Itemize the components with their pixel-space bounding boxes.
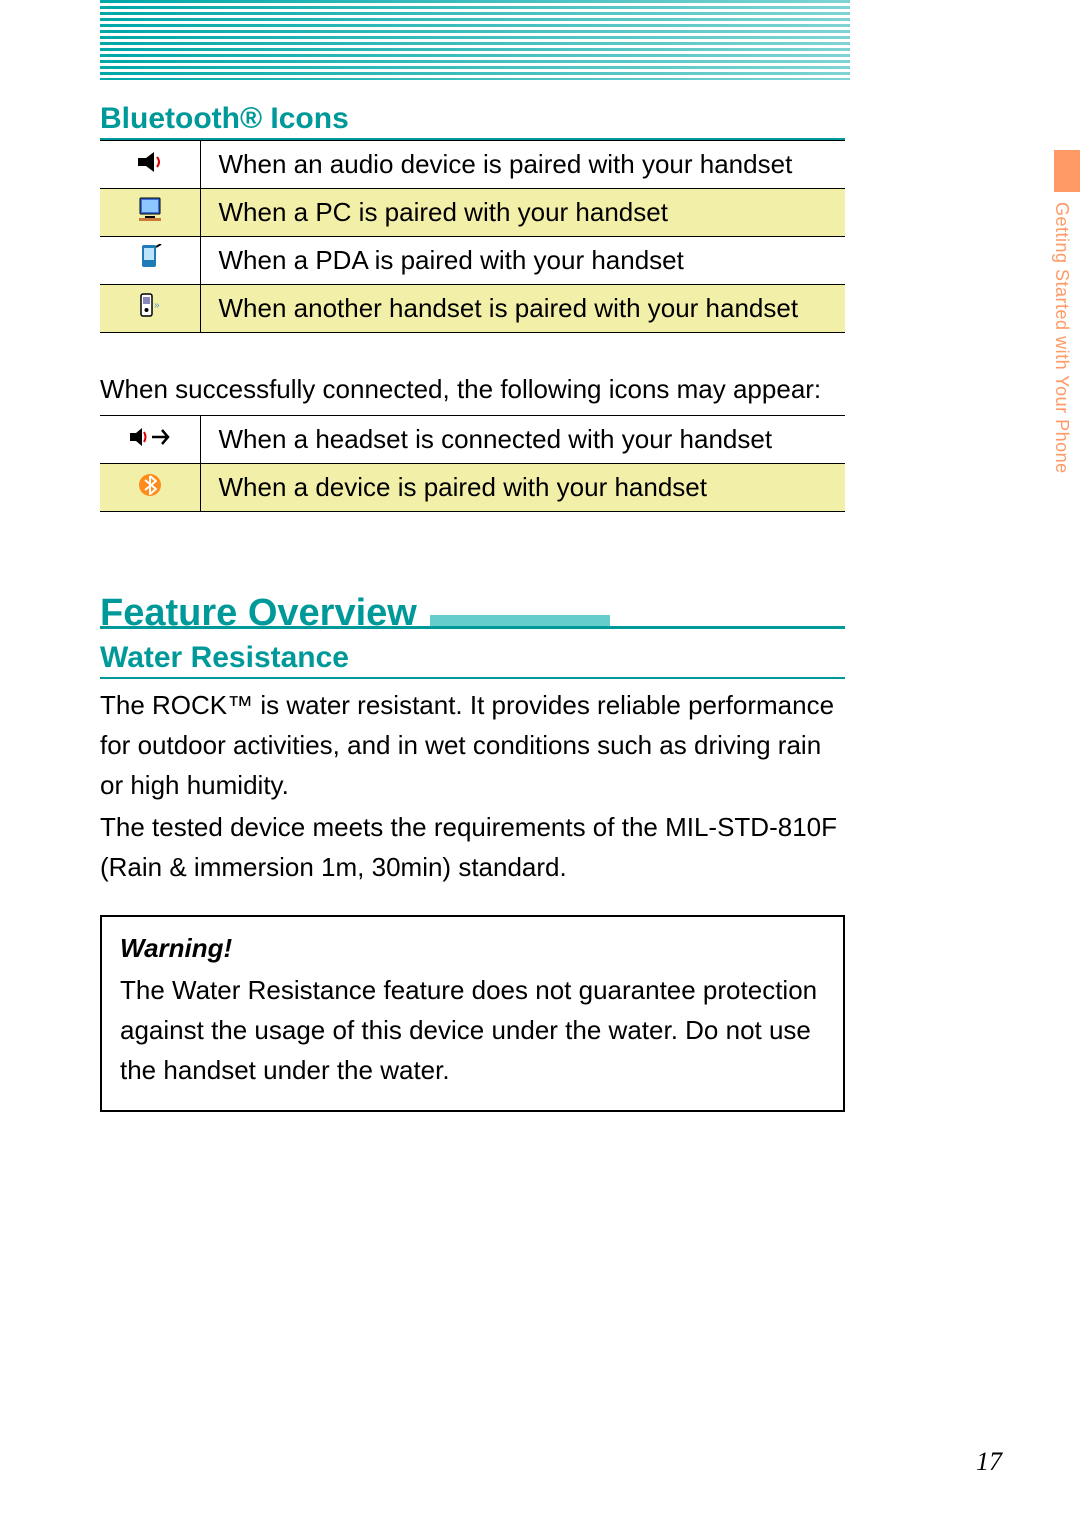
icon-cell: [100, 416, 200, 464]
water-resistance-para2: The tested device meets the requirements…: [100, 807, 845, 887]
icon-desc: When a PDA is paired with your handset: [200, 237, 845, 285]
warning-box: Warning! The Water Resistance feature do…: [100, 915, 845, 1112]
feature-overview-heading-wrap: Feature Overview: [100, 552, 845, 635]
bluetooth-device-icon: [138, 473, 162, 504]
feature-overview-heading: Feature Overview: [100, 592, 417, 635]
bluetooth-connected-table: When a headset is connected with your ha…: [100, 415, 845, 512]
water-resistance-para1: The ROCK™ is water resistant. It provide…: [100, 685, 845, 805]
icon-cell: »: [100, 285, 200, 333]
headset-connected-icon: [128, 425, 172, 456]
header-stripes: [100, 0, 850, 80]
icon-cell: [100, 237, 200, 285]
side-tab: Getting Started with Your Phone: [1045, 150, 1080, 550]
icon-desc: When a device is paired with your handse…: [200, 464, 845, 512]
pda-icon: [138, 244, 162, 277]
audio-device-icon: [136, 150, 164, 181]
page-number: 17: [976, 1447, 1002, 1477]
pc-icon: [137, 196, 163, 229]
svg-text:»: »: [154, 300, 160, 311]
connected-intro: When successfully connected, the followi…: [100, 369, 845, 409]
icon-desc: When another handset is paired with your…: [200, 285, 845, 333]
icon-desc: When a PC is paired with your handset: [200, 189, 845, 237]
water-resistance-heading: Water Resistance: [100, 641, 845, 679]
table-row: When a headset is connected with your ha…: [100, 416, 845, 464]
bluetooth-paired-table: When an audio device is paired with your…: [100, 140, 845, 333]
icon-desc: When a headset is connected with your ha…: [200, 416, 845, 464]
handset-icon: »: [137, 292, 163, 325]
side-tab-block: [1054, 150, 1080, 192]
side-tab-label: Getting Started with Your Phone: [1051, 202, 1072, 474]
table-row: When a PDA is paired with your handset: [100, 237, 845, 285]
table-row: When a device is paired with your handse…: [100, 464, 845, 512]
icon-cell: [100, 464, 200, 512]
icon-cell: [100, 141, 200, 189]
table-row: When an audio device is paired with your…: [100, 141, 845, 189]
table-row: » When another handset is paired with yo…: [100, 285, 845, 333]
page-content: Bluetooth® Icons When an audio device is…: [100, 0, 980, 1112]
icon-cell: [100, 189, 200, 237]
table-row: When a PC is paired with your handset: [100, 189, 845, 237]
warning-title: Warning!: [120, 933, 825, 964]
icon-desc: When an audio device is paired with your…: [200, 141, 845, 189]
bluetooth-icons-heading: Bluetooth® Icons: [100, 102, 845, 140]
warning-body: The Water Resistance feature does not gu…: [120, 970, 825, 1090]
